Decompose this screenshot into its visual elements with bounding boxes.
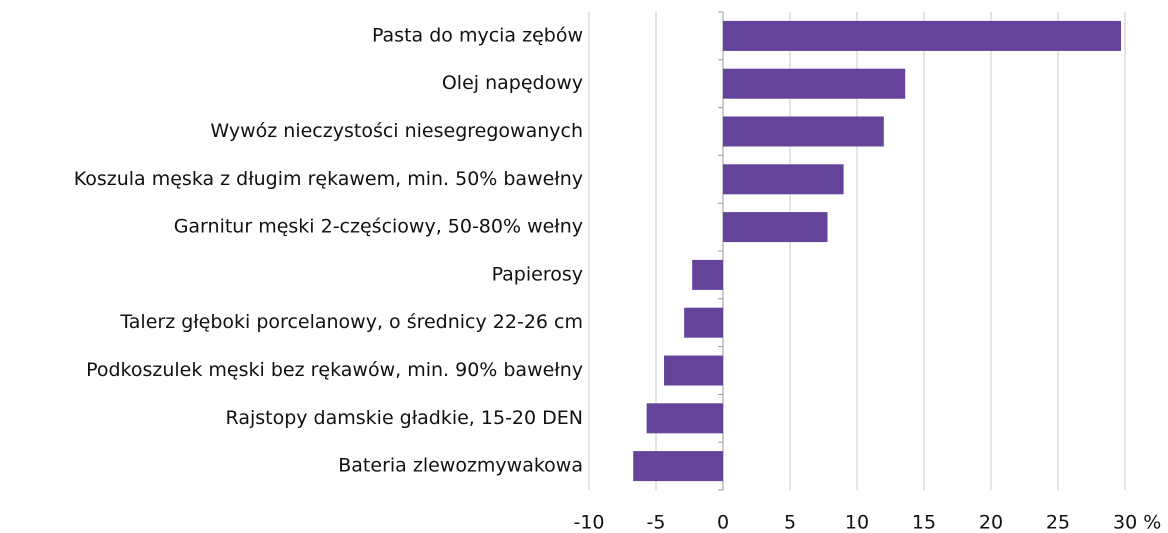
y-tick-label: Talerz głęboki porcelanowy, o średnicy 2… bbox=[119, 311, 583, 333]
bar bbox=[723, 68, 906, 99]
y-tick-label: Pasta do mycia zębów bbox=[372, 24, 583, 46]
y-tick-label: Koszula męska z długim rękawem, min. 50%… bbox=[74, 168, 583, 190]
x-tick-label: -5 bbox=[647, 512, 666, 533]
bar bbox=[723, 212, 828, 243]
bar bbox=[633, 451, 723, 482]
x-tick-label: 30 % bbox=[1113, 512, 1161, 533]
bar bbox=[664, 355, 723, 386]
bar bbox=[723, 116, 884, 147]
y-tick-label: Garnitur męski 2-częściowy, 50-80% wełny bbox=[174, 216, 583, 238]
x-tick-label: 15 bbox=[912, 512, 936, 533]
y-tick-label: Wywóz nieczystości niesegregowanych bbox=[210, 120, 583, 142]
y-tick-label: Bateria zlewozmywakowa bbox=[338, 455, 583, 477]
bar bbox=[723, 164, 844, 195]
y-tick-label: Podkoszulek męski bez rękawów, min. 90% … bbox=[86, 359, 583, 381]
bar bbox=[646, 403, 723, 434]
y-tick-label: Rajstopy damskie gładkie, 15-20 DEN bbox=[226, 407, 583, 429]
x-tick-label: 0 bbox=[717, 512, 729, 533]
x-tick-label: 20 bbox=[979, 512, 1003, 533]
y-tick-label: Papierosy bbox=[492, 263, 583, 285]
x-tick-label: 10 bbox=[845, 512, 869, 533]
bar bbox=[723, 20, 1121, 51]
y-tick-label: Olej napędowy bbox=[442, 72, 583, 94]
x-tick-label: -10 bbox=[573, 512, 604, 533]
x-tick-label: 25 bbox=[1046, 512, 1070, 533]
bar bbox=[692, 259, 723, 290]
x-tick-label: 5 bbox=[784, 512, 796, 533]
bar bbox=[684, 307, 723, 338]
